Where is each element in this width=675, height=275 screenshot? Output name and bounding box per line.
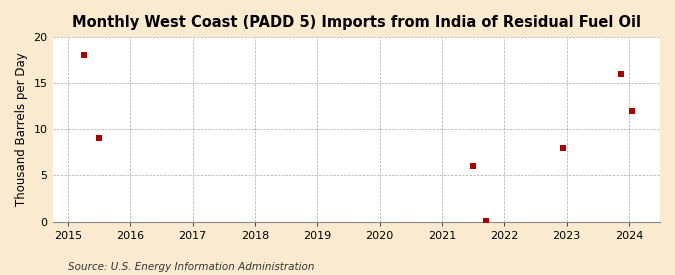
Point [480,219,491,223]
Text: Source: U.S. Energy Information Administration: Source: U.S. Energy Information Administ… [68,262,314,272]
Point [78,53,89,57]
Point [616,72,627,76]
Y-axis label: Thousand Barrels per Day: Thousand Barrels per Day [15,52,28,206]
Point [94,136,105,141]
Point [468,164,479,168]
Title: Monthly West Coast (PADD 5) Imports from India of Residual Fuel Oil: Monthly West Coast (PADD 5) Imports from… [72,15,641,30]
Point [558,145,569,150]
Point [626,109,637,113]
